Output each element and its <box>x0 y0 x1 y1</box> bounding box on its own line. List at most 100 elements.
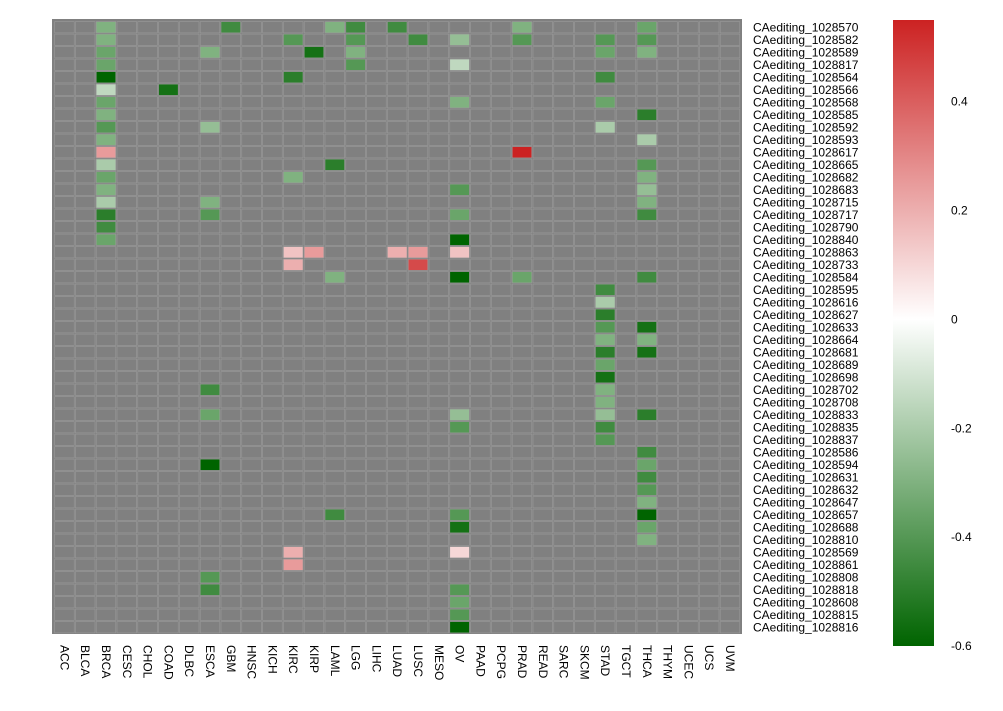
heatmap-cell-na <box>532 333 553 346</box>
heatmap-cell-na <box>199 33 221 46</box>
heatmap-cell-na <box>428 458 449 471</box>
heatmap-cell-na <box>636 596 657 609</box>
heatmap-cell-na <box>699 71 720 84</box>
heatmap-cell-na <box>75 583 96 596</box>
heatmap-cell-na <box>137 58 158 71</box>
heatmap-cell-na <box>719 521 741 534</box>
heatmap-cell <box>636 471 657 484</box>
heatmap-cell-na <box>116 396 137 409</box>
heatmap-cell-na <box>491 283 512 296</box>
heatmap-cell-na <box>345 521 366 534</box>
heatmap-cell-na <box>532 46 553 59</box>
heatmap-cell-na <box>137 83 158 96</box>
heatmap-cell-na <box>75 196 96 209</box>
heatmap-cell-na <box>179 333 200 346</box>
heatmap-cell-na <box>574 558 595 571</box>
heatmap-cell-na <box>387 621 408 634</box>
heatmap-cell-na <box>303 108 325 121</box>
heatmap-cell-na <box>719 421 741 434</box>
heatmap-cell-na <box>387 508 408 521</box>
heatmap-cell <box>407 258 429 271</box>
heatmap-cell-na <box>54 171 75 184</box>
heatmap-cell-na <box>54 96 75 109</box>
heatmap-cell-na <box>532 558 553 571</box>
heatmap-cell <box>324 158 345 171</box>
row-label: CAediting_1028617 <box>753 145 859 159</box>
heatmap-cell-na <box>262 171 283 184</box>
heatmap-cell-na <box>220 408 241 421</box>
heatmap-cell-na <box>75 271 96 284</box>
heatmap-cell-na <box>366 33 387 46</box>
column-label: STAD <box>598 645 612 676</box>
heatmap-cell-na <box>324 146 345 159</box>
heatmap-cell-na <box>470 433 491 446</box>
heatmap-cell <box>449 608 470 621</box>
column-label: LIHC <box>369 645 383 673</box>
heatmap-cell-na <box>407 458 429 471</box>
heatmap-cell-na <box>220 446 241 459</box>
heatmap-cell-na <box>595 558 616 571</box>
heatmap-cell-na <box>199 221 221 234</box>
heatmap-cell-na <box>511 433 533 446</box>
column-label: THCA <box>640 645 654 678</box>
heatmap-cell-na <box>303 296 325 309</box>
heatmap-cell-na <box>678 621 699 634</box>
heatmap-cell-na <box>283 508 304 521</box>
heatmap-cell-na <box>324 583 345 596</box>
heatmap-cell-na <box>699 421 720 434</box>
heatmap-cell-na <box>574 21 595 34</box>
heatmap-cell-na <box>511 71 533 84</box>
heatmap-cell-na <box>491 321 512 334</box>
heatmap-cell-na <box>615 146 637 159</box>
heatmap-cell-na <box>428 421 449 434</box>
heatmap-cell-na <box>470 21 491 34</box>
heatmap-cell-na <box>345 146 366 159</box>
heatmap-cell-na <box>678 96 699 109</box>
heatmap-cell-na <box>407 121 429 134</box>
heatmap-cell-na <box>491 83 512 96</box>
heatmap-cell-na <box>407 596 429 609</box>
heatmap-cell-na <box>449 258 470 271</box>
heatmap-cell-na <box>532 396 553 409</box>
heatmap-cell-na <box>615 233 637 246</box>
heatmap-cell <box>199 383 221 396</box>
heatmap-cell-na <box>657 496 678 509</box>
heatmap-cell-na <box>95 258 117 271</box>
heatmap-cell-na <box>116 46 137 59</box>
heatmap-cell-na <box>615 333 637 346</box>
heatmap-cell-na <box>553 183 574 196</box>
heatmap-cell-na <box>491 271 512 284</box>
heatmap-cell-na <box>491 408 512 421</box>
heatmap-cell <box>449 271 470 284</box>
heatmap-cell-na <box>345 271 366 284</box>
heatmap-cell-na <box>387 171 408 184</box>
heatmap-cell-na <box>345 208 366 221</box>
heatmap-cell-na <box>719 333 741 346</box>
heatmap-cell-na <box>699 596 720 609</box>
heatmap-cell-na <box>657 121 678 134</box>
heatmap-cell <box>449 421 470 434</box>
heatmap-cell-na <box>75 183 96 196</box>
heatmap-cell-na <box>428 296 449 309</box>
heatmap-cell-na <box>345 196 366 209</box>
heatmap-cell <box>636 483 657 496</box>
row-label: CAediting_1028790 <box>753 220 859 234</box>
heatmap-cell-na <box>158 133 179 146</box>
heatmap-cell-na <box>532 108 553 121</box>
heatmap-cell-na <box>324 33 345 46</box>
heatmap-cell-na <box>387 283 408 296</box>
heatmap-cell-na <box>283 383 304 396</box>
heatmap-cell-na <box>657 608 678 621</box>
heatmap-cell-na <box>491 396 512 409</box>
heatmap-cell-na <box>574 183 595 196</box>
heatmap-cell-na <box>54 33 75 46</box>
heatmap-cell-na <box>241 608 262 621</box>
heatmap-cell-na <box>158 146 179 159</box>
heatmap-cell-na <box>615 171 637 184</box>
heatmap-cell-na <box>719 208 741 221</box>
heatmap-cell-na <box>179 346 200 359</box>
heatmap-cell-na <box>95 483 117 496</box>
heatmap-cell-na <box>366 521 387 534</box>
heatmap-cell-na <box>595 458 616 471</box>
heatmap-cell-na <box>657 208 678 221</box>
